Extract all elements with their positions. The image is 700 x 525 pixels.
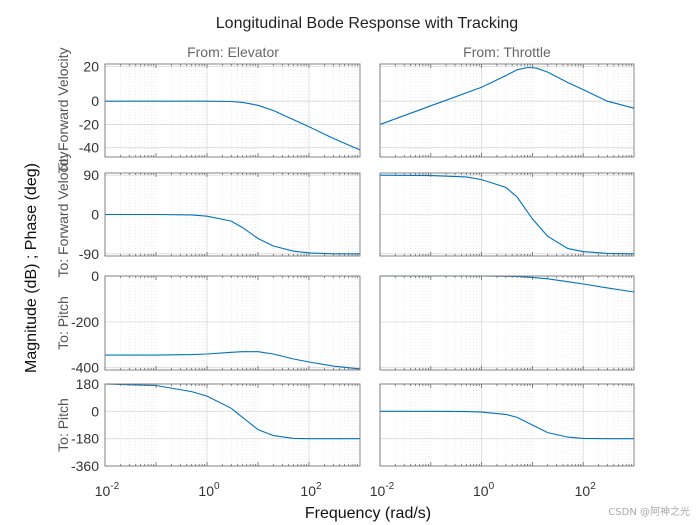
panel-frame	[379, 63, 635, 158]
column-title-throttle: From: Throttle	[463, 44, 551, 60]
series-line-elevator	[105, 213, 360, 255]
y-tick-label: 0	[91, 207, 99, 223]
series-line-throttle	[379, 66, 635, 126]
panel-r2-c2	[379, 172, 635, 257]
panel-r3-c1: 0 -200 -400	[71, 268, 361, 376]
panel-r2-c1: 90 0 -90	[79, 167, 361, 262]
y-tick-label: 0	[91, 93, 99, 109]
panel-r4-c1: 180 0 -180 -360 10-2 100 102	[71, 376, 361, 499]
y-tick-label: 0	[91, 268, 99, 284]
series-line-throttle	[379, 174, 635, 255]
x-tick-label: 102	[300, 481, 322, 499]
watermark-text: CSDN @阿神之光	[608, 505, 690, 518]
panel-background	[380, 64, 634, 157]
panel-r1-c2	[379, 63, 635, 158]
panel-background	[380, 384, 634, 466]
y-tick-label: -360	[71, 458, 99, 474]
y-tick-label: -40	[79, 140, 99, 156]
y-tick-label: 90	[83, 167, 99, 183]
panel-r4-c2: 10-2 100 102	[370, 383, 635, 499]
series-line-throttle	[380, 410, 634, 440]
panel-frame	[379, 383, 635, 467]
panel-frame	[104, 63, 361, 158]
column-title-elevator: From: Elevator	[187, 44, 279, 60]
y-tick-label: -200	[71, 314, 99, 330]
y-tick-label: -400	[71, 360, 99, 376]
panel-background	[105, 276, 360, 370]
panel-frame	[379, 275, 635, 371]
y-axis-label: Magnitude (dB) ; Phase (deg)	[23, 163, 40, 373]
panel-frame	[104, 383, 361, 467]
y-tick-label: 180	[76, 376, 100, 392]
x-tick-label: 10-2	[95, 481, 120, 499]
panel-background	[380, 276, 634, 370]
x-tick-label: 102	[575, 481, 597, 499]
panel-frame	[379, 172, 635, 257]
series-line-elevator	[105, 100, 361, 151]
series-line-elevator	[104, 383, 360, 440]
row-label-1: To: Forward Velocity	[55, 47, 71, 173]
series-line-elevator	[105, 351, 361, 370]
row-label-4: To: Pitch	[55, 398, 71, 452]
panel-frame	[104, 172, 361, 257]
y-tick-label: -180	[71, 431, 99, 447]
panel-r3-c2	[379, 275, 635, 371]
x-tick-label: 10-2	[370, 481, 395, 499]
x-tick-label: 100	[473, 481, 495, 499]
panel-background	[105, 384, 360, 466]
y-tick-label: -90	[79, 246, 99, 262]
panel-r1-c1: 20 0 -20 -40	[79, 58, 361, 158]
panel-background	[105, 64, 360, 157]
y-tick-label: 20	[83, 58, 99, 74]
y-tick-label: -20	[79, 116, 99, 132]
row-label-3: To: Pitch	[55, 296, 71, 350]
x-axis-label: Frequency (rad/s)	[305, 505, 431, 522]
row-label-2: To: Forward Velocity	[55, 151, 71, 277]
plot-panels: 20 0 -20 -40 To: Forward Velocity 90 0 -90 To: F…	[55, 47, 635, 499]
x-tick-label: 100	[198, 481, 220, 499]
y-tick-label: 0	[91, 403, 99, 419]
panel-frame	[104, 275, 361, 371]
chart-title: Longitudinal Bode Response with Tracking	[216, 15, 518, 32]
